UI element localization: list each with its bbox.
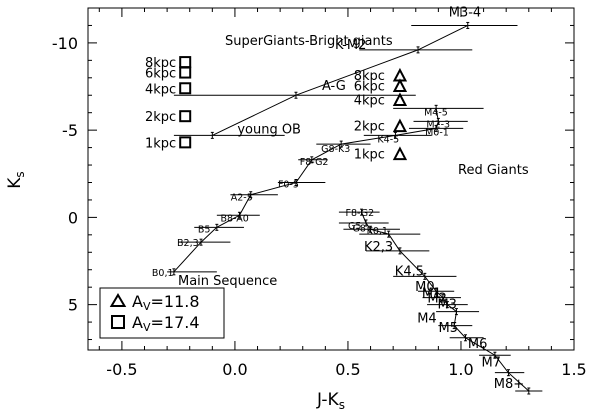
distance-label: 6kpc [145, 67, 176, 82]
y-tick-label: -5 [62, 121, 78, 140]
point-label: B0,1 [152, 268, 174, 279]
x-axis-title-main: J-K [316, 390, 340, 410]
triangle-marker [392, 67, 408, 82]
legend-label-2-sub: V [143, 321, 151, 334]
distance-label: 1kpc [145, 136, 176, 151]
legend-label-1: A [132, 292, 143, 311]
square-marker [179, 66, 192, 79]
axis-tick-labels: -0.5 0.0 0.5 1.0 1.5 5 0 -5 -10 [52, 34, 587, 379]
point-label: young OB [237, 122, 301, 137]
square-marker [179, 82, 192, 95]
annotation-supergiants: SuperGiants-Bright giants [225, 34, 393, 49]
marker-layer [179, 56, 408, 161]
triangle-marker [392, 146, 408, 161]
point-label: M4 [417, 312, 437, 327]
point-label: M0 [415, 280, 435, 295]
y-axis-title: Ks [5, 171, 27, 188]
point-label: K0,1 [367, 226, 388, 237]
point-label: M2-3 [426, 119, 450, 130]
point-label: K4,5 [395, 264, 424, 279]
triangle-marker [392, 118, 408, 133]
point-label: M8+ [494, 377, 524, 392]
point-label: M7 [481, 356, 501, 371]
point-label: A2-5 [231, 193, 253, 204]
plot-frame [87, 7, 575, 351]
x-axis-title: J-Ks [316, 390, 345, 412]
point-label: K2,3 [364, 240, 393, 255]
point-label: M1 [422, 287, 442, 302]
triangle-marker [392, 78, 408, 93]
y-tick-label: 0 [68, 208, 78, 227]
distance-label: 8kpc [145, 56, 176, 71]
point-labels: B0,1B2,3B5B8-A0A2-5F0-5F8-G2G8-K3K4-5M0-… [145, 5, 524, 392]
distance-label: 1kpc [354, 148, 385, 163]
point-label: M2 [427, 292, 447, 307]
distance-label: 6kpc [354, 80, 385, 95]
square-marker [179, 56, 192, 69]
point-label: G8-K3 [321, 144, 350, 155]
annotation-red-giants: Red Giants [458, 163, 529, 178]
series-layer [167, 21, 543, 395]
x-tick-label: 0.5 [335, 360, 360, 379]
point-label: K4-5 [377, 134, 399, 145]
legend-label-1-sub: V [143, 300, 151, 313]
legend-box [99, 287, 225, 339]
sequence-line-2 [212, 24, 469, 136]
point-label: M6 [468, 337, 488, 352]
axis-ticks [88, 7, 575, 350]
point-label: M0-1 [425, 127, 449, 138]
distance-label: 2kpc [145, 110, 176, 125]
point-label: M4-5 [424, 107, 448, 118]
square-marker [179, 136, 192, 149]
x-tick-label: -0.5 [106, 360, 137, 379]
distance-label: 4kpc [145, 82, 176, 97]
point-label: M3-4 [449, 5, 481, 20]
legend-entry-av-11-8: AV=11.8 [132, 292, 200, 313]
distance-label: 8kpc [354, 69, 385, 84]
point-label: F0-5 [278, 179, 299, 190]
legend-value-2: =17.4 [150, 313, 199, 332]
y-axis-title-main: K [5, 177, 25, 189]
legend-value-1: =11.8 [150, 292, 199, 311]
point-label: F8-G2 [346, 208, 375, 219]
x-tick-label: 1.5 [561, 360, 586, 379]
legend: AV=11.8 AV=17.4 [99, 287, 225, 339]
triangle-marker [392, 92, 408, 106]
square-marker [179, 110, 192, 123]
point-label: F8-G2 [300, 157, 329, 168]
distance-label: 2kpc [354, 120, 385, 135]
point-label: B5 [198, 224, 211, 235]
y-axis-title-sub: s [13, 171, 27, 177]
point-label: B2,3 [177, 238, 199, 249]
x-tick-label: 1.0 [448, 360, 473, 379]
x-axis-title-sub: s [339, 398, 345, 412]
legend-triangle-marker [109, 293, 127, 307]
x-tick-label: 0.0 [222, 360, 247, 379]
point-label: B8-A0 [220, 213, 248, 224]
point-label: M5 [438, 321, 458, 336]
y-tick-label: -10 [52, 34, 78, 53]
point-label: M3 [437, 298, 457, 313]
legend-entry-av-17-4: AV=17.4 [132, 313, 200, 334]
y-tick-label: 5 [68, 296, 78, 315]
legend-label-2: A [132, 313, 143, 332]
legend-square-marker [111, 315, 125, 329]
distance-label: 4kpc [354, 93, 385, 108]
annotation-main-sequence: Main Sequence [178, 274, 277, 289]
point-label: G8 [353, 223, 366, 234]
point-label: G5 [348, 221, 361, 232]
point-label: K-M2 [335, 38, 366, 53]
point-label: A-G [322, 79, 346, 94]
